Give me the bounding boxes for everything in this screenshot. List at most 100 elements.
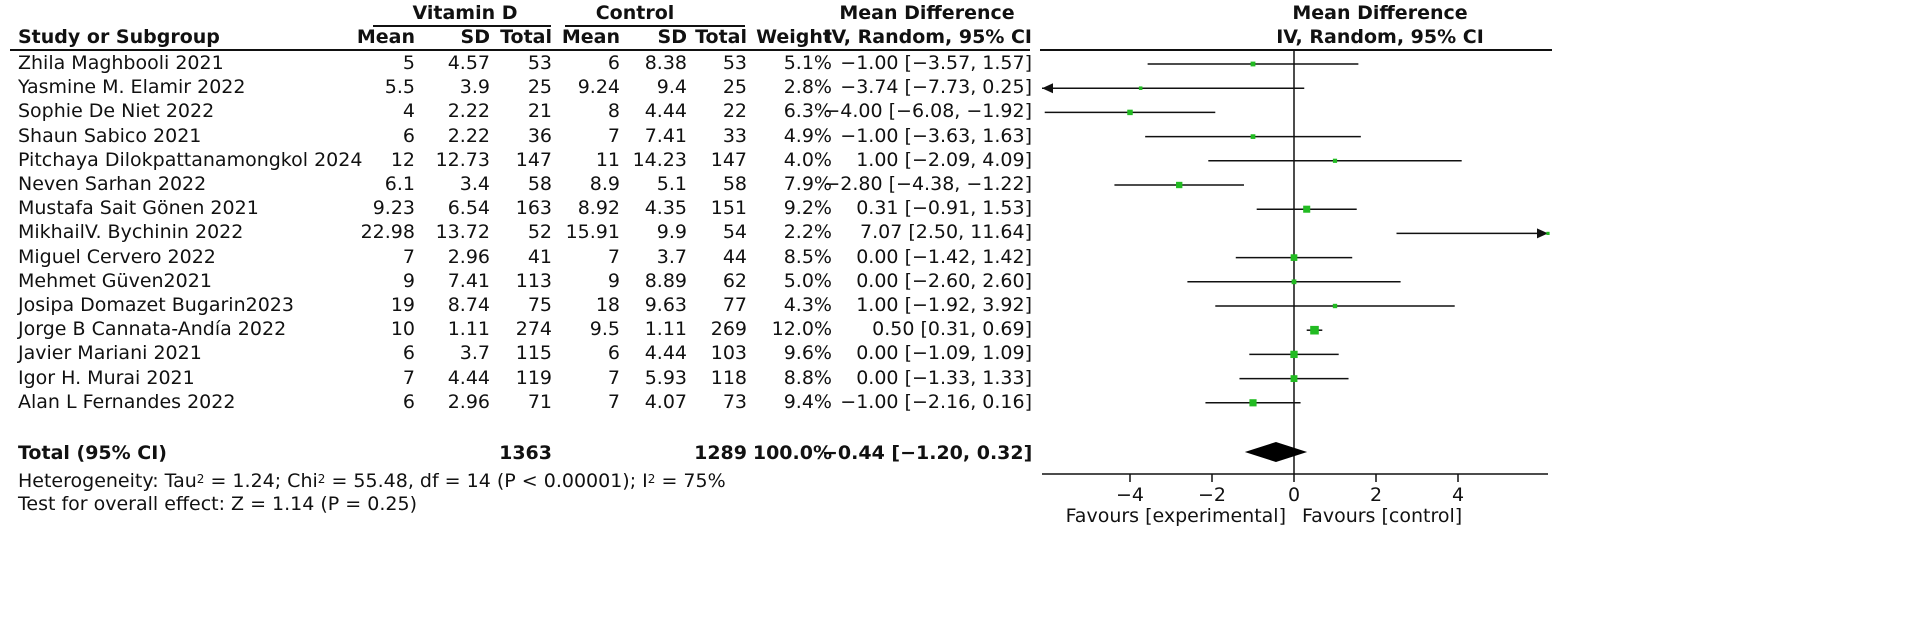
vitd-mean: 9 <box>402 269 415 292</box>
vitd-total: 25 <box>527 76 552 99</box>
header-study: Study or Subgroup <box>18 26 220 48</box>
mean-difference-ci: −4.00 [−6.08, −1.92] <box>824 100 1032 123</box>
weight: 5.0% <box>783 269 832 292</box>
header-md-method: IV, Random, 95% CI <box>824 26 1032 48</box>
mean-difference-ci: 0.00 [−1.42, 1.42] <box>856 245 1032 268</box>
weight: 9.4% <box>783 390 832 413</box>
vitd-total: 36 <box>527 124 552 147</box>
weight: 4.0% <box>783 148 832 171</box>
study-point <box>1290 350 1298 359</box>
plot-header-title: Mean Difference <box>1292 2 1468 24</box>
study-name: Pitchaya Dilokpattanamongkol 2024 <box>18 148 363 171</box>
mean-difference-ci: 0.00 [−2.60, 2.60] <box>856 269 1032 292</box>
control-sd: 5.93 <box>644 366 687 389</box>
study-point <box>1290 375 1298 383</box>
study-name: Mustafa Sait Gönen 2021 <box>18 197 259 220</box>
control-total: 53 <box>722 52 747 74</box>
x-tick-label: −4 <box>1116 484 1144 506</box>
vitd-total: 115 <box>515 342 552 365</box>
plot-header-method: IV, Random, 95% CI <box>1276 26 1484 48</box>
mean-difference-ci: −3.74 [−7.73, 0.25] <box>840 76 1032 99</box>
header-sd-1: SD <box>460 26 490 48</box>
header-total-2: Total <box>695 26 747 48</box>
study-point <box>1290 254 1298 261</box>
control-sd: 7.41 <box>644 124 687 147</box>
study-point <box>1250 134 1256 139</box>
x-tick-label: 0 <box>1288 484 1300 506</box>
vitd-sd: 2.22 <box>447 100 490 123</box>
total-weight: 100.0% <box>752 442 832 464</box>
vitd-mean: 6.1 <box>384 173 415 195</box>
study-point <box>1250 61 1256 67</box>
mean-difference-ci: −2.80 [−4.38, −1.22] <box>824 173 1032 195</box>
vitd-sd: 12.73 <box>435 148 490 171</box>
control-sd: 5.1 <box>656 173 687 195</box>
study-point <box>1249 399 1257 407</box>
study-point <box>1303 205 1311 213</box>
weight: 12.0% <box>771 318 832 341</box>
control-total: 269 <box>710 318 747 341</box>
header-control: Control <box>595 2 675 24</box>
x-tick-label: 2 <box>1370 484 1382 506</box>
header-vitamin-d: Vitamin D <box>412 2 518 24</box>
overall-effect-text: Test for overall effect: Z = 1.14 (P = 0… <box>18 493 417 515</box>
control-total: 62 <box>722 269 747 292</box>
control-mean: 9.24 <box>577 76 620 99</box>
study-name: Yasmine M. Elamir 2022 <box>18 76 246 99</box>
weight: 2.2% <box>783 221 832 244</box>
control-mean: 8 <box>607 100 620 123</box>
control-total: 73 <box>722 390 747 413</box>
vitd-total: 163 <box>515 197 552 220</box>
weight: 6.3% <box>783 100 832 123</box>
control-sd: 4.44 <box>644 100 687 123</box>
vitd-sd: 2.22 <box>447 124 490 147</box>
study-point <box>1291 279 1297 285</box>
study-point <box>1546 231 1550 236</box>
control-mean: 7 <box>607 390 620 413</box>
mean-difference-ci: −1.00 [−3.63, 1.63] <box>840 124 1032 147</box>
vitd-sd: 3.7 <box>459 342 490 365</box>
vitd-mean: 22.98 <box>360 221 415 244</box>
vitd-total: 119 <box>515 366 552 389</box>
vitd-total: 58 <box>527 173 552 195</box>
header-mean-2: Mean <box>561 26 620 48</box>
vitd-sd: 2.96 <box>447 245 490 268</box>
study-point <box>1310 325 1319 335</box>
control-sd: 8.89 <box>644 269 687 292</box>
table-header-rule <box>10 49 1030 51</box>
header-mean-difference: Mean Difference <box>839 2 1015 24</box>
total-control-n: 1289 <box>694 442 747 464</box>
favours-control-label: Favours [control] <box>1302 505 1462 527</box>
control-sd: 4.07 <box>644 390 687 413</box>
control-total: 25 <box>722 76 747 99</box>
mean-difference-ci: 1.00 [−2.09, 4.09] <box>856 148 1032 171</box>
mean-difference-ci: −1.00 [−2.16, 0.16] <box>840 390 1032 413</box>
study-name: Sophie De Niet 2022 <box>18 100 215 123</box>
vitd-sd: 3.4 <box>459 173 490 195</box>
control-mean: 8.92 <box>577 197 620 220</box>
control-total: 54 <box>722 221 747 244</box>
control-mean: 6 <box>607 52 620 74</box>
control-sd: 4.44 <box>644 342 687 365</box>
control-sd: 9.9 <box>656 221 687 244</box>
control-sd: 14.23 <box>632 148 687 171</box>
control-mean: 9 <box>607 269 620 292</box>
vitd-mean: 9.23 <box>372 197 415 220</box>
vitd-total: 21 <box>527 100 552 123</box>
study-name: Jorge B Cannata-Andía 2022 <box>18 318 287 341</box>
control-mean: 9.5 <box>589 318 620 341</box>
vitd-mean: 6 <box>402 124 415 147</box>
group2-underline <box>565 25 745 27</box>
study-point <box>1332 303 1338 309</box>
weight: 9.6% <box>783 342 832 365</box>
weight: 8.8% <box>783 366 832 389</box>
vitd-mean: 7 <box>402 366 415 389</box>
study-name: Mehmet Güven2021 <box>18 269 212 292</box>
vitd-mean: 6 <box>402 390 415 413</box>
control-mean: 7 <box>607 366 620 389</box>
vitd-mean: 12 <box>390 148 415 171</box>
control-sd: 9.63 <box>644 294 687 316</box>
vitd-mean: 5.5 <box>384 76 415 99</box>
